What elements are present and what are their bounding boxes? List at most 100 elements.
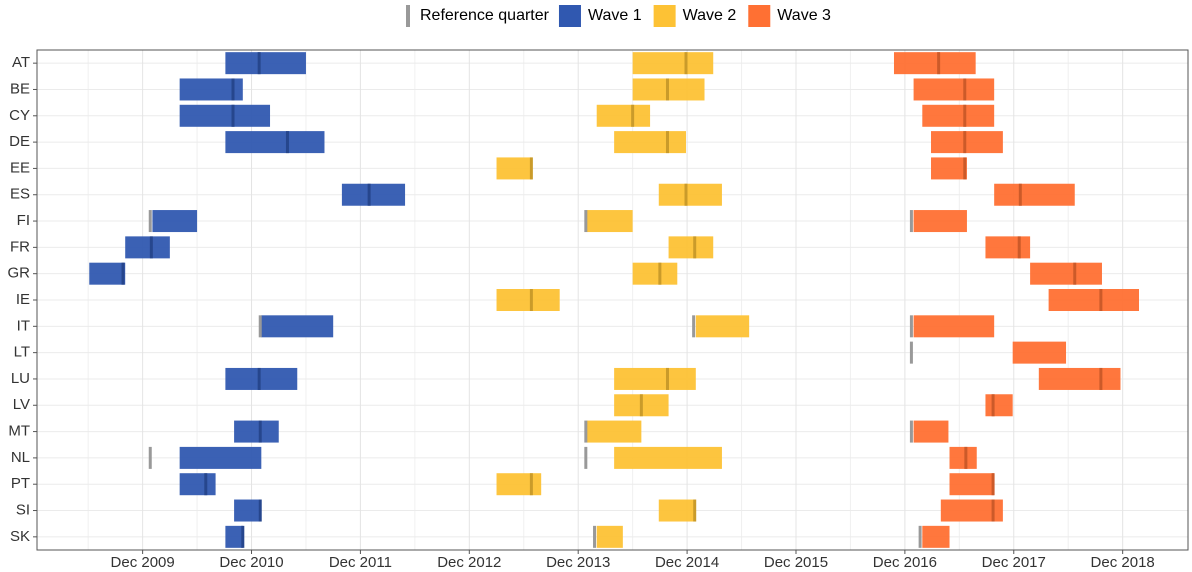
reference-tick — [257, 367, 261, 390]
bar — [89, 262, 126, 285]
bar — [695, 315, 750, 338]
y-tick-label: SI — [16, 501, 30, 518]
bar — [596, 525, 623, 548]
y-tick-label: GR — [8, 265, 31, 282]
y-tick-label: LV — [13, 396, 30, 413]
bar — [179, 473, 216, 496]
bar — [225, 525, 243, 548]
reference-tick — [918, 525, 922, 548]
reference-tick — [963, 78, 967, 101]
y-tick-label: PT — [11, 475, 30, 492]
y-tick-label: NL — [11, 449, 30, 466]
bar — [922, 104, 995, 127]
reference-tick — [631, 104, 635, 127]
legend-swatch — [748, 5, 771, 27]
reference-tick — [231, 104, 235, 127]
bar — [614, 131, 687, 154]
reference-tick — [584, 420, 588, 443]
x-tick-label: Dec 2010 — [219, 554, 283, 571]
bar — [225, 367, 298, 390]
bar — [668, 236, 714, 259]
reference-tick — [258, 420, 262, 443]
bar — [586, 420, 642, 443]
bar — [596, 104, 651, 127]
x-tick-label: Dec 2016 — [873, 554, 937, 571]
reference-tick — [148, 210, 152, 233]
legend-swatch — [406, 5, 410, 27]
reference-tick — [909, 420, 913, 443]
reference-tick — [684, 52, 688, 75]
legend-label: Wave 3 — [777, 7, 831, 24]
x-tick-label: Dec 2018 — [1091, 554, 1155, 571]
bar — [922, 525, 950, 548]
y-tick-label: LU — [11, 370, 30, 387]
y-tick-label: SK — [10, 528, 30, 545]
legend-label: Wave 2 — [683, 7, 737, 24]
bar — [496, 473, 542, 496]
reference-tick — [665, 131, 669, 154]
y-tick-label: FR — [10, 238, 30, 255]
reference-tick — [1073, 262, 1077, 285]
reference-tick — [692, 315, 696, 338]
reference-tick — [285, 131, 289, 154]
bar — [225, 52, 306, 75]
reference-tick — [937, 52, 941, 75]
x-tick-label: Dec 2012 — [437, 554, 501, 571]
reference-tick — [1018, 183, 1022, 206]
bar — [234, 499, 262, 522]
bar — [632, 262, 678, 285]
reference-tick — [529, 289, 533, 311]
bar — [341, 183, 406, 206]
y-tick-label: CY — [9, 107, 30, 124]
y-tick-label: LT — [14, 344, 30, 361]
bar — [179, 104, 271, 127]
reference-tick — [241, 525, 245, 548]
x-tick-label: Dec 2011 — [329, 554, 392, 571]
bar — [913, 315, 995, 338]
bar — [1012, 341, 1067, 364]
y-tick-label: FI — [17, 212, 30, 229]
bar — [614, 446, 722, 469]
legend-label: Wave 1 — [588, 7, 642, 24]
bar — [586, 210, 633, 233]
y-tick-label: AT — [12, 54, 30, 71]
reference-tick — [639, 394, 643, 417]
bar — [913, 210, 967, 233]
x-tick-label: Dec 2017 — [982, 554, 1046, 571]
y-tick-label: ES — [10, 186, 30, 203]
bar — [179, 78, 243, 101]
reference-tick — [658, 262, 662, 285]
y-tick-label: MT — [8, 423, 30, 440]
reference-tick — [909, 341, 913, 364]
reference-tick — [149, 236, 153, 259]
bar — [614, 367, 696, 390]
bar — [1048, 289, 1139, 311]
bar — [125, 236, 170, 259]
reference-tick — [991, 473, 995, 496]
bar — [940, 499, 1003, 522]
reference-tick — [963, 157, 967, 180]
reference-tick — [367, 183, 371, 206]
bar — [234, 420, 279, 443]
reference-tick — [1099, 367, 1103, 390]
bar — [985, 394, 1013, 417]
reference-tick — [665, 78, 669, 101]
bar — [949, 446, 977, 469]
reference-tick — [529, 473, 533, 496]
reference-tick — [991, 394, 995, 417]
bar — [893, 52, 976, 75]
reference-tick — [204, 473, 208, 496]
x-tick-label: Dec 2014 — [655, 554, 719, 571]
bar — [949, 473, 995, 496]
reference-tick — [121, 262, 125, 285]
reference-tick — [584, 210, 588, 233]
bar — [496, 157, 533, 180]
bar — [1030, 262, 1102, 285]
reference-tick — [529, 157, 533, 180]
bar — [931, 131, 1003, 154]
reference-tick — [964, 446, 968, 469]
reference-tick — [584, 446, 588, 469]
reference-tick — [1017, 236, 1021, 259]
x-tick-label: Dec 2013 — [546, 554, 610, 571]
